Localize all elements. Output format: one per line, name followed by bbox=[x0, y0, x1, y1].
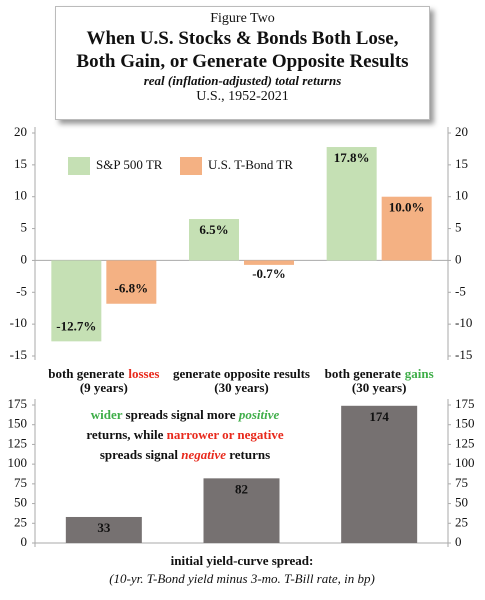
y2-tick-label: 175 bbox=[455, 396, 475, 411]
value-label: -12.7% bbox=[56, 318, 96, 333]
annotation-part: returns, while bbox=[86, 427, 166, 442]
y-tick-label: -15 bbox=[10, 347, 27, 362]
y-tick-label: 5 bbox=[21, 220, 28, 235]
value-label: 10.0% bbox=[389, 200, 425, 215]
annotation-part: positive bbox=[238, 407, 280, 422]
x-tick-note: (30 years) bbox=[352, 380, 407, 395]
y2-tick-label: 10 bbox=[455, 188, 468, 203]
figure-label: Figure Two bbox=[210, 11, 275, 26]
y-tick-label: -10 bbox=[10, 315, 27, 330]
x-tick-label: generate opposite results bbox=[173, 366, 310, 381]
y2-tick-label: -15 bbox=[455, 347, 472, 362]
annotation: returns, while narrower or negative bbox=[86, 427, 284, 442]
y-tick-label: 20 bbox=[14, 124, 27, 139]
y2-tick-label: 100 bbox=[455, 455, 475, 470]
x-tick-label-part: generate opposite results bbox=[173, 366, 310, 381]
bar bbox=[326, 147, 377, 261]
x-axis-label: initial yield-curve spread: bbox=[171, 553, 314, 568]
chart-title: When U.S. Stocks & Bonds Both Lose, Both… bbox=[76, 27, 409, 72]
bar bbox=[341, 405, 418, 543]
legend-label: S&P 500 TR bbox=[96, 157, 163, 172]
y2-tick-label: -10 bbox=[455, 315, 472, 330]
y-tick-label: 0 bbox=[21, 534, 28, 549]
annotation-part: spreads signal bbox=[100, 447, 181, 462]
annotation-part: spreads signal more bbox=[122, 407, 239, 422]
value-label: 82 bbox=[235, 481, 248, 496]
annotation: wider spreads signal more positive bbox=[91, 407, 280, 422]
x-tick-note: (30 years) bbox=[214, 380, 269, 395]
y2-tick-label: 50 bbox=[455, 495, 468, 510]
bar bbox=[203, 478, 280, 543]
legend-label: U.S. T-Bond TR bbox=[208, 157, 293, 172]
x-tick-label: both generate losses bbox=[48, 366, 159, 381]
y2-tick-label: 75 bbox=[455, 475, 468, 490]
y-tick-label: 75 bbox=[14, 475, 27, 490]
bar bbox=[381, 196, 432, 261]
y-tick-label: 15 bbox=[14, 156, 27, 171]
value-label: 174 bbox=[369, 409, 389, 424]
annotation-part: wider bbox=[91, 407, 123, 422]
y-tick-label: 0 bbox=[21, 251, 28, 266]
y-tick-label: 150 bbox=[8, 416, 28, 431]
y-tick-label: 175 bbox=[8, 396, 28, 411]
bar bbox=[244, 260, 294, 265]
annotation: spreads signal negative returns bbox=[100, 447, 270, 462]
y2-tick-label: -5 bbox=[455, 283, 466, 298]
x-tick-label-part: both generate bbox=[48, 366, 124, 381]
y-tick-label: 125 bbox=[8, 435, 28, 450]
x-tick-label-part: both generate bbox=[325, 366, 401, 381]
y2-tick-label: 25 bbox=[455, 514, 468, 529]
annotation-part: returns bbox=[226, 447, 270, 462]
y2-tick-label: 20 bbox=[455, 124, 468, 139]
y-tick-label: 100 bbox=[8, 455, 28, 470]
x-tick-note: (9 years) bbox=[80, 380, 128, 395]
value-label: 17.8% bbox=[334, 150, 370, 165]
legend-swatch bbox=[180, 157, 202, 175]
caption: U.S., 1952-2021 bbox=[196, 88, 289, 104]
annotation-part: narrower or negative bbox=[167, 427, 284, 442]
subtitle: real (inflation-adjusted) total returns bbox=[143, 73, 342, 89]
y-tick-label: 25 bbox=[14, 514, 27, 529]
y2-tick-label: 5 bbox=[455, 220, 462, 235]
value-label: -0.7% bbox=[252, 266, 286, 281]
x-axis-note: (10-yr. T-Bond yield minus 3-mo. T-Bill … bbox=[109, 571, 375, 586]
value-label: 6.5% bbox=[199, 222, 228, 237]
value-label: -6.8% bbox=[115, 281, 149, 296]
y2-tick-label: 125 bbox=[455, 435, 475, 450]
bar bbox=[65, 516, 142, 543]
y-tick-label: 10 bbox=[14, 188, 27, 203]
annotation-part: negative bbox=[181, 447, 226, 462]
x-tick-label: both generate gains bbox=[325, 366, 434, 381]
y-tick-label: -5 bbox=[16, 283, 27, 298]
header-box: Figure Two When U.S. Stocks & Bonds Both… bbox=[55, 6, 430, 120]
y2-tick-label: 0 bbox=[455, 251, 462, 266]
y2-tick-label: 150 bbox=[455, 416, 475, 431]
y-tick-label: 50 bbox=[14, 495, 27, 510]
y2-tick-label: 0 bbox=[455, 534, 462, 549]
legend-swatch bbox=[68, 157, 90, 175]
bar bbox=[51, 260, 102, 342]
bar bbox=[106, 260, 157, 304]
bar bbox=[189, 219, 239, 261]
x-tick-label-part: losses bbox=[128, 366, 159, 381]
value-label: 33 bbox=[97, 520, 111, 535]
y2-tick-label: 15 bbox=[455, 156, 468, 171]
x-tick-label-part: gains bbox=[405, 366, 434, 381]
